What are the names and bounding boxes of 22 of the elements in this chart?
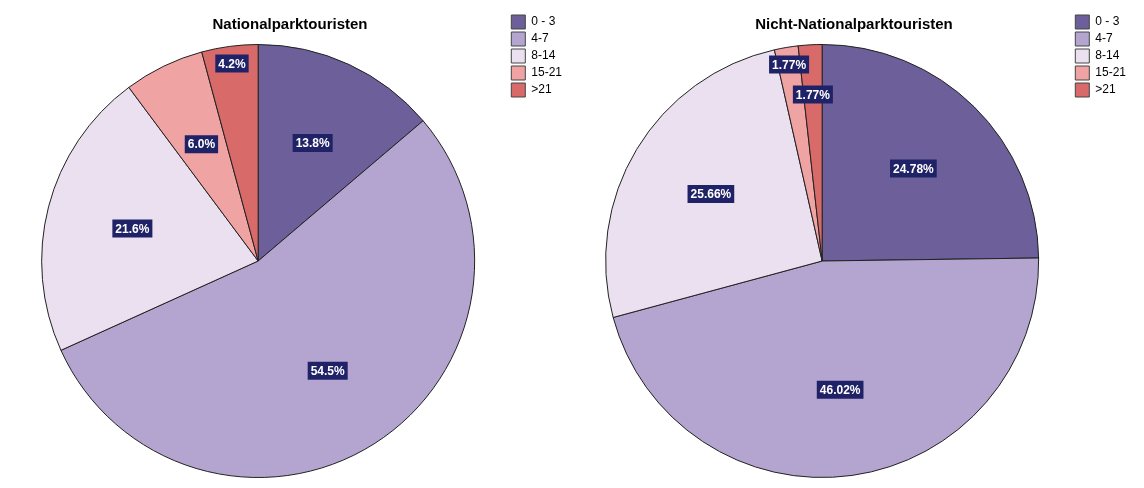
chart-title: Nicht-Nationalparktouristen bbox=[755, 15, 953, 33]
legend-label: 8-14 bbox=[1095, 48, 1120, 63]
data-label: 54.5% bbox=[310, 364, 346, 379]
legend-label: >21 bbox=[1095, 82, 1116, 97]
legend-label: 8-14 bbox=[531, 48, 556, 63]
legend-label: >21 bbox=[531, 82, 552, 97]
legend-label: 4-7 bbox=[531, 31, 549, 46]
data-label: 1.77% bbox=[772, 57, 807, 72]
data-label: 1.77% bbox=[795, 87, 831, 102]
legend-label: 0 - 3 bbox=[1095, 14, 1120, 29]
data-label: 24.78% bbox=[893, 161, 935, 176]
data-label: 13.8% bbox=[295, 136, 331, 151]
legend-label: 0 - 3 bbox=[531, 14, 556, 29]
legend-label: 15-21 bbox=[1095, 65, 1127, 80]
legend-label: 4-7 bbox=[1095, 31, 1113, 46]
chart-title: Nationalparktouristen bbox=[212, 15, 368, 33]
data-label: 46.02% bbox=[819, 382, 861, 397]
legend-label: 15-21 bbox=[531, 65, 563, 80]
data-label: 25.66% bbox=[690, 187, 732, 202]
data-label: 21.6% bbox=[115, 221, 150, 236]
data-label: 6.0% bbox=[187, 137, 216, 152]
data-label: 4.2% bbox=[218, 56, 246, 71]
